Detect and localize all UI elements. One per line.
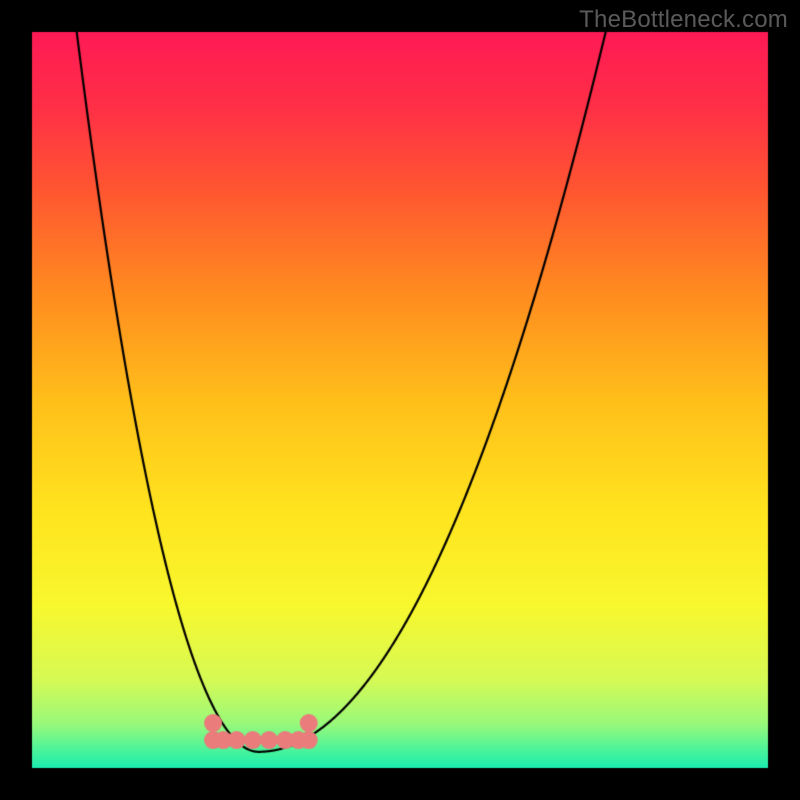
- chart-stage: TheBottleneck.com: [0, 0, 800, 800]
- watermark-text: TheBottleneck.com: [579, 6, 788, 34]
- bottleneck-curve-chart: [0, 0, 800, 800]
